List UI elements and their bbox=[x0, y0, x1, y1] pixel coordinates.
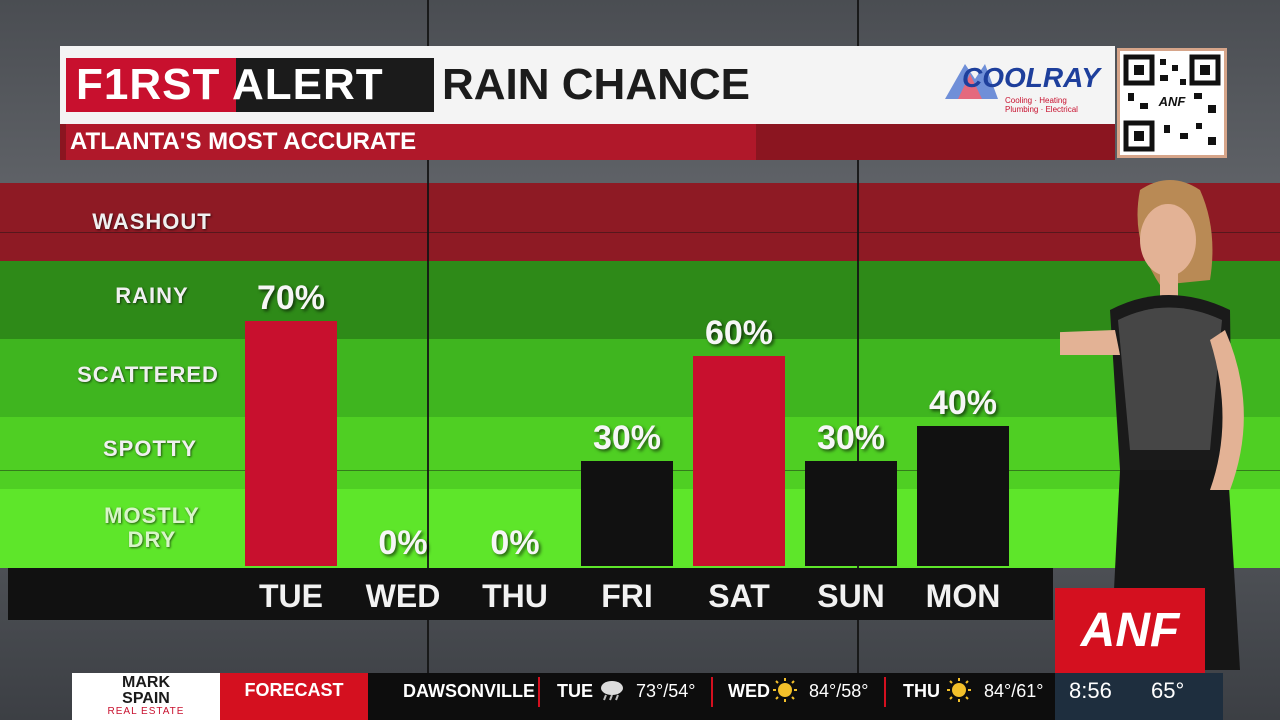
sponsor-name: COOLRAY bbox=[962, 62, 1100, 93]
day-label-thu: THU bbox=[482, 578, 548, 614]
bar-sat bbox=[693, 356, 785, 566]
wall-seam bbox=[427, 0, 429, 673]
clock-box bbox=[1055, 673, 1223, 720]
ticker-sponsor-sub: REAL ESTATE bbox=[107, 706, 185, 717]
subtitle: ATLANTA'S MOST ACCURATE bbox=[70, 128, 417, 155]
sponsor-tagline: Cooling · Heating Plumbing · Electrical bbox=[1005, 96, 1078, 114]
ticker-separator bbox=[711, 677, 713, 707]
day-label-wed: WED bbox=[365, 578, 441, 614]
first-alert-badge-dark bbox=[236, 58, 434, 112]
rain-cloud-icon bbox=[601, 681, 623, 701]
page-title: RAIN CHANCE bbox=[442, 60, 750, 109]
wall-seam bbox=[0, 232, 1280, 233]
day-axis bbox=[8, 568, 1053, 620]
anf-logo: ANF bbox=[1055, 588, 1205, 674]
bar-label-tue: 70% bbox=[256, 279, 326, 317]
bar-mon bbox=[917, 426, 1009, 566]
qr-code-icon bbox=[1123, 54, 1221, 152]
ticker-day-1: WED bbox=[728, 681, 770, 701]
ticker-separator bbox=[884, 677, 886, 707]
bar-label-fri: 30% bbox=[592, 419, 662, 457]
day-label-sun: SUN bbox=[817, 578, 885, 614]
sponsor-logo bbox=[940, 55, 1100, 115]
first-alert-text: F1RST ALERT bbox=[76, 60, 384, 109]
meteorologist bbox=[1060, 180, 1244, 670]
band-rainy bbox=[0, 261, 1280, 339]
day-label-sat: SAT bbox=[708, 578, 770, 614]
sponsor-logo-icon bbox=[945, 64, 998, 99]
bar-label-sun: 30% bbox=[816, 419, 886, 457]
ticker-forecast-label: FORECAST bbox=[220, 673, 368, 720]
band-washout bbox=[0, 183, 1280, 261]
ticker-separator bbox=[538, 677, 540, 707]
ticker-sponsor bbox=[72, 673, 220, 720]
bar-sun bbox=[805, 461, 897, 566]
subtitle-bar-red bbox=[66, 124, 756, 160]
ticker-temps-0: 73°/54° bbox=[636, 681, 696, 701]
ticker-day-0: TUE bbox=[557, 681, 593, 701]
bar-label-wed: 0% bbox=[378, 524, 428, 562]
bar-label-thu: 0% bbox=[490, 524, 540, 562]
sun-icon bbox=[773, 678, 797, 702]
ticker-city: DAWSONVILLE bbox=[403, 681, 536, 701]
scale-label-rainy: RAINY bbox=[115, 283, 189, 308]
day-label-mon: MON bbox=[925, 578, 1001, 614]
ticker-sponsor-name: MARK SPAIN bbox=[122, 674, 170, 707]
scale-label-mostly-dry: MOSTLY DRY bbox=[104, 503, 200, 552]
ticker-temps-1: 84°/58° bbox=[809, 681, 869, 701]
bar-tue bbox=[245, 321, 337, 566]
clock-time: 8:56 bbox=[1069, 678, 1112, 703]
day-label-fri: FRI bbox=[601, 578, 653, 614]
current-temp: 65° bbox=[1151, 678, 1185, 703]
scale-label-scattered: SCATTERED bbox=[77, 362, 219, 387]
bar-label-sat: 60% bbox=[704, 314, 774, 352]
ticker-day-2: THU bbox=[903, 681, 940, 701]
ticker-temps-2: 84°/61° bbox=[984, 681, 1044, 701]
qr-label: ANF bbox=[1154, 93, 1190, 111]
scale-label-washout: WASHOUT bbox=[92, 209, 212, 234]
scale-label-spotty: SPOTTY bbox=[102, 436, 197, 461]
bar-fri bbox=[581, 461, 673, 566]
qr-code[interactable]: ANF bbox=[1117, 48, 1227, 158]
sun-icon bbox=[947, 678, 971, 702]
day-label-tue: TUE bbox=[259, 578, 323, 614]
bar-label-mon: 40% bbox=[928, 384, 998, 422]
wall-seam bbox=[857, 0, 859, 673]
